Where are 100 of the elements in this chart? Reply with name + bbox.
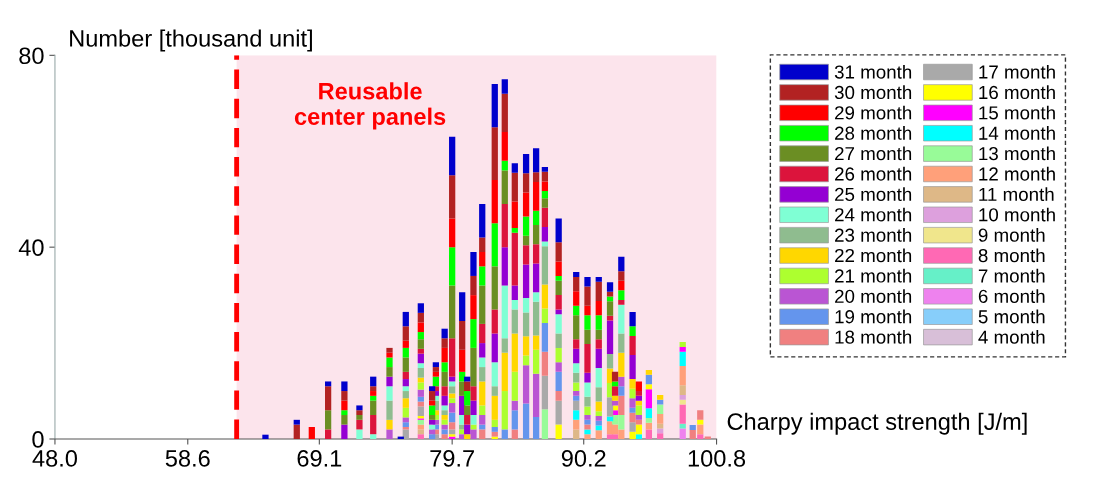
legend-label: 29 month xyxy=(835,105,912,120)
bar xyxy=(532,301,540,336)
x-tick-label: 100.8 xyxy=(688,450,746,467)
bar xyxy=(584,372,591,383)
bar xyxy=(573,276,580,292)
legend-label: 15 month xyxy=(979,105,1055,120)
bar xyxy=(618,386,625,396)
bar xyxy=(441,429,448,435)
bar xyxy=(491,395,498,420)
bar xyxy=(595,368,602,388)
legend-label: 7 month xyxy=(978,268,1045,283)
bar xyxy=(479,285,486,324)
bar xyxy=(511,400,518,411)
bar xyxy=(441,410,448,416)
bar xyxy=(501,247,508,286)
bar xyxy=(479,381,486,406)
bar xyxy=(532,210,540,226)
bar xyxy=(618,395,625,416)
bar xyxy=(541,191,549,199)
bar xyxy=(449,136,456,176)
bar xyxy=(532,292,540,302)
bar xyxy=(645,374,653,385)
bar xyxy=(635,415,642,420)
bar xyxy=(541,167,549,172)
y-tick-label: 0 xyxy=(32,431,44,448)
bar xyxy=(611,434,619,439)
bar xyxy=(555,362,562,372)
bar xyxy=(501,93,508,133)
bar xyxy=(501,285,508,339)
bar xyxy=(522,336,530,356)
bar xyxy=(441,415,448,420)
bar xyxy=(629,379,636,389)
bar xyxy=(511,333,518,372)
bar xyxy=(370,395,377,401)
bar xyxy=(611,395,619,401)
bar xyxy=(595,420,602,426)
bar xyxy=(522,365,530,404)
bar xyxy=(386,347,393,353)
bar xyxy=(618,299,625,305)
bar xyxy=(417,363,424,369)
bar xyxy=(441,386,448,396)
bar xyxy=(522,298,530,313)
bar xyxy=(584,329,591,345)
bar xyxy=(417,382,424,390)
bar xyxy=(402,391,409,399)
bar xyxy=(511,201,518,228)
bar xyxy=(573,419,580,430)
bar xyxy=(645,369,653,375)
bar xyxy=(584,429,591,435)
bar xyxy=(635,391,642,396)
bar xyxy=(491,180,498,224)
bar xyxy=(470,319,477,348)
legend-label: 22 month xyxy=(835,248,912,263)
bar xyxy=(402,340,409,348)
bar xyxy=(618,304,625,334)
bar xyxy=(341,424,348,439)
bar xyxy=(432,367,439,372)
bar xyxy=(479,357,486,368)
bar xyxy=(584,415,591,420)
bar xyxy=(432,376,439,387)
legend-label: 30 month xyxy=(834,85,912,100)
bar xyxy=(402,422,409,428)
legend-label: 25 month xyxy=(835,187,912,202)
bar xyxy=(689,425,696,430)
bar xyxy=(470,251,477,276)
bar xyxy=(370,415,377,435)
bar xyxy=(491,333,498,363)
bar xyxy=(293,419,300,425)
bar xyxy=(370,400,377,416)
bar xyxy=(386,367,393,377)
bar xyxy=(341,410,348,416)
bar xyxy=(584,382,591,397)
bar xyxy=(541,198,549,208)
bar xyxy=(679,394,686,400)
bar xyxy=(618,333,625,353)
bar xyxy=(417,429,424,435)
bar xyxy=(555,295,562,310)
bar xyxy=(618,376,625,387)
x-tick-label: 90.2 xyxy=(561,450,606,467)
bar xyxy=(595,348,602,369)
bar xyxy=(532,244,540,264)
bar xyxy=(470,386,477,401)
bar xyxy=(479,251,486,267)
bar xyxy=(386,419,393,430)
bar xyxy=(479,429,486,439)
bar xyxy=(606,354,614,369)
bar xyxy=(657,394,664,400)
bar xyxy=(449,285,456,339)
bar xyxy=(449,422,456,430)
bar xyxy=(449,338,456,377)
bar xyxy=(464,405,471,416)
bar xyxy=(541,351,549,376)
bar xyxy=(645,417,653,423)
bar xyxy=(479,237,486,252)
bar xyxy=(501,79,508,94)
bar xyxy=(629,355,636,380)
bar xyxy=(356,419,363,430)
bar xyxy=(584,276,591,287)
bar xyxy=(645,384,653,390)
bar xyxy=(449,381,456,387)
